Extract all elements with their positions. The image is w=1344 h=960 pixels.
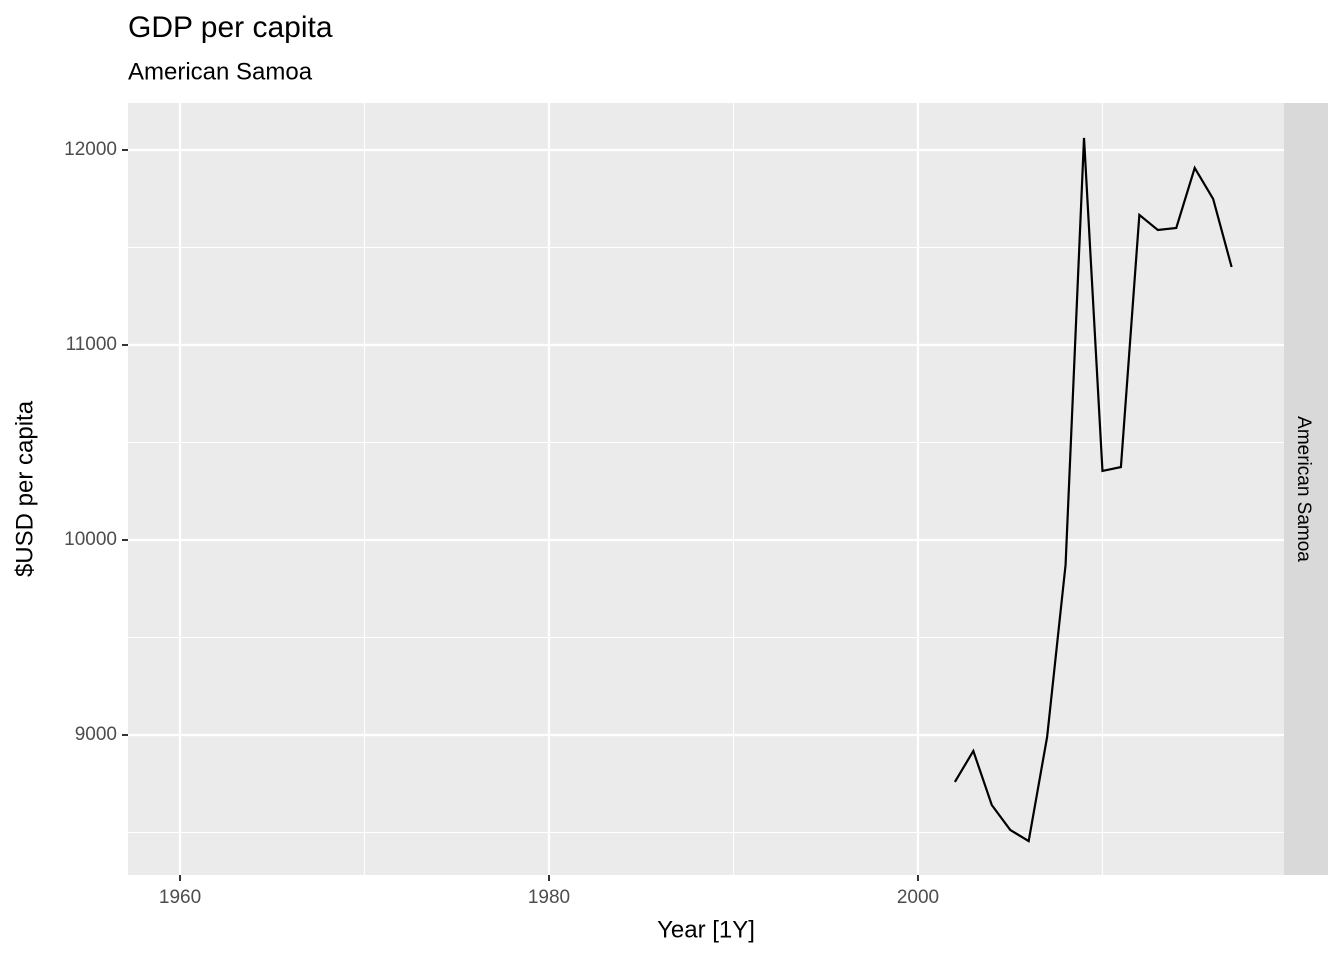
facet-label: American Samoa — [1293, 416, 1314, 562]
y-tick-label: 9000 — [75, 724, 117, 745]
y-tick-label: 10000 — [64, 529, 117, 550]
line — [953, 137, 1233, 843]
x-tick-label: 1980 — [528, 887, 570, 908]
panel — [128, 103, 1284, 875]
x-tick-label: 2000 — [897, 887, 939, 908]
x-axis-label: Year [1Y] — [657, 916, 755, 943]
chart-subtitle: American Samoa — [128, 58, 313, 85]
y-tick-label: 11000 — [66, 334, 117, 355]
facet-strip — [1284, 103, 1328, 875]
y-tick-label: 12000 — [64, 139, 117, 160]
y-axis-label: $USD per capita — [11, 400, 38, 577]
chart-title: GDP per capita — [128, 11, 333, 44]
x-tick-label: 1960 — [159, 887, 201, 908]
